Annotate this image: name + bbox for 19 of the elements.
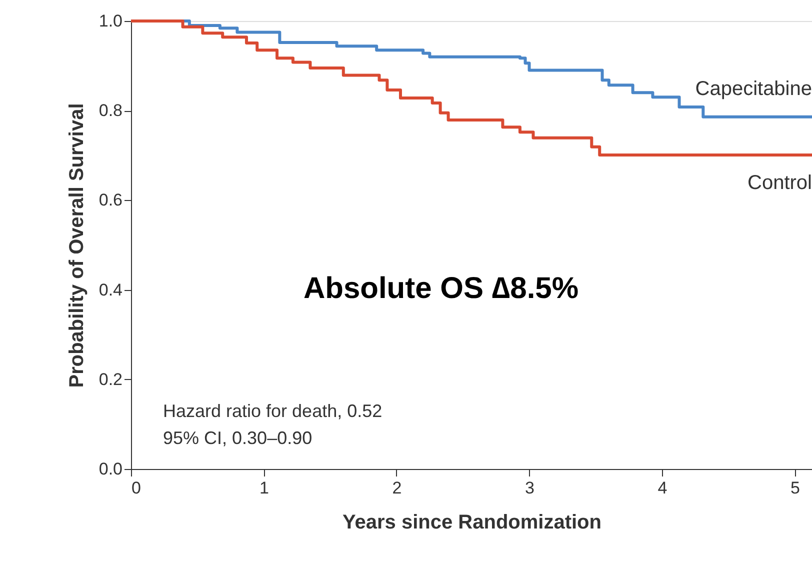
y-tick-label: 0.4	[98, 280, 122, 300]
y-tick-label: 0.2	[98, 370, 122, 389]
x-tick-label: 3	[525, 478, 534, 498]
series-label: Control	[748, 172, 812, 194]
series-label: Capecitabine	[695, 78, 812, 100]
x-tick-label: 5	[790, 478, 800, 498]
x-tick-label: 4	[658, 478, 668, 498]
x-axis-title: Years since Randomization	[342, 512, 602, 534]
y-tick-label: 0.0	[98, 460, 122, 478]
x-tick-label: 1	[260, 478, 269, 498]
y-axis-title: Probability of Overall Survival	[66, 103, 88, 388]
annotation: 95% CI, 0.30–0.90	[163, 428, 312, 448]
annotation: Absolute OS ∆8.5%	[303, 272, 579, 305]
x-tick-label: 0	[132, 478, 141, 498]
annotation: Hazard ratio for death, 0.52	[163, 401, 382, 421]
y-tick-label: 0.6	[98, 190, 122, 210]
x-tick-label: 2	[392, 478, 402, 498]
y-tick-label: 0.8	[98, 101, 122, 120]
y-tick-label: 1.0	[98, 12, 122, 30]
